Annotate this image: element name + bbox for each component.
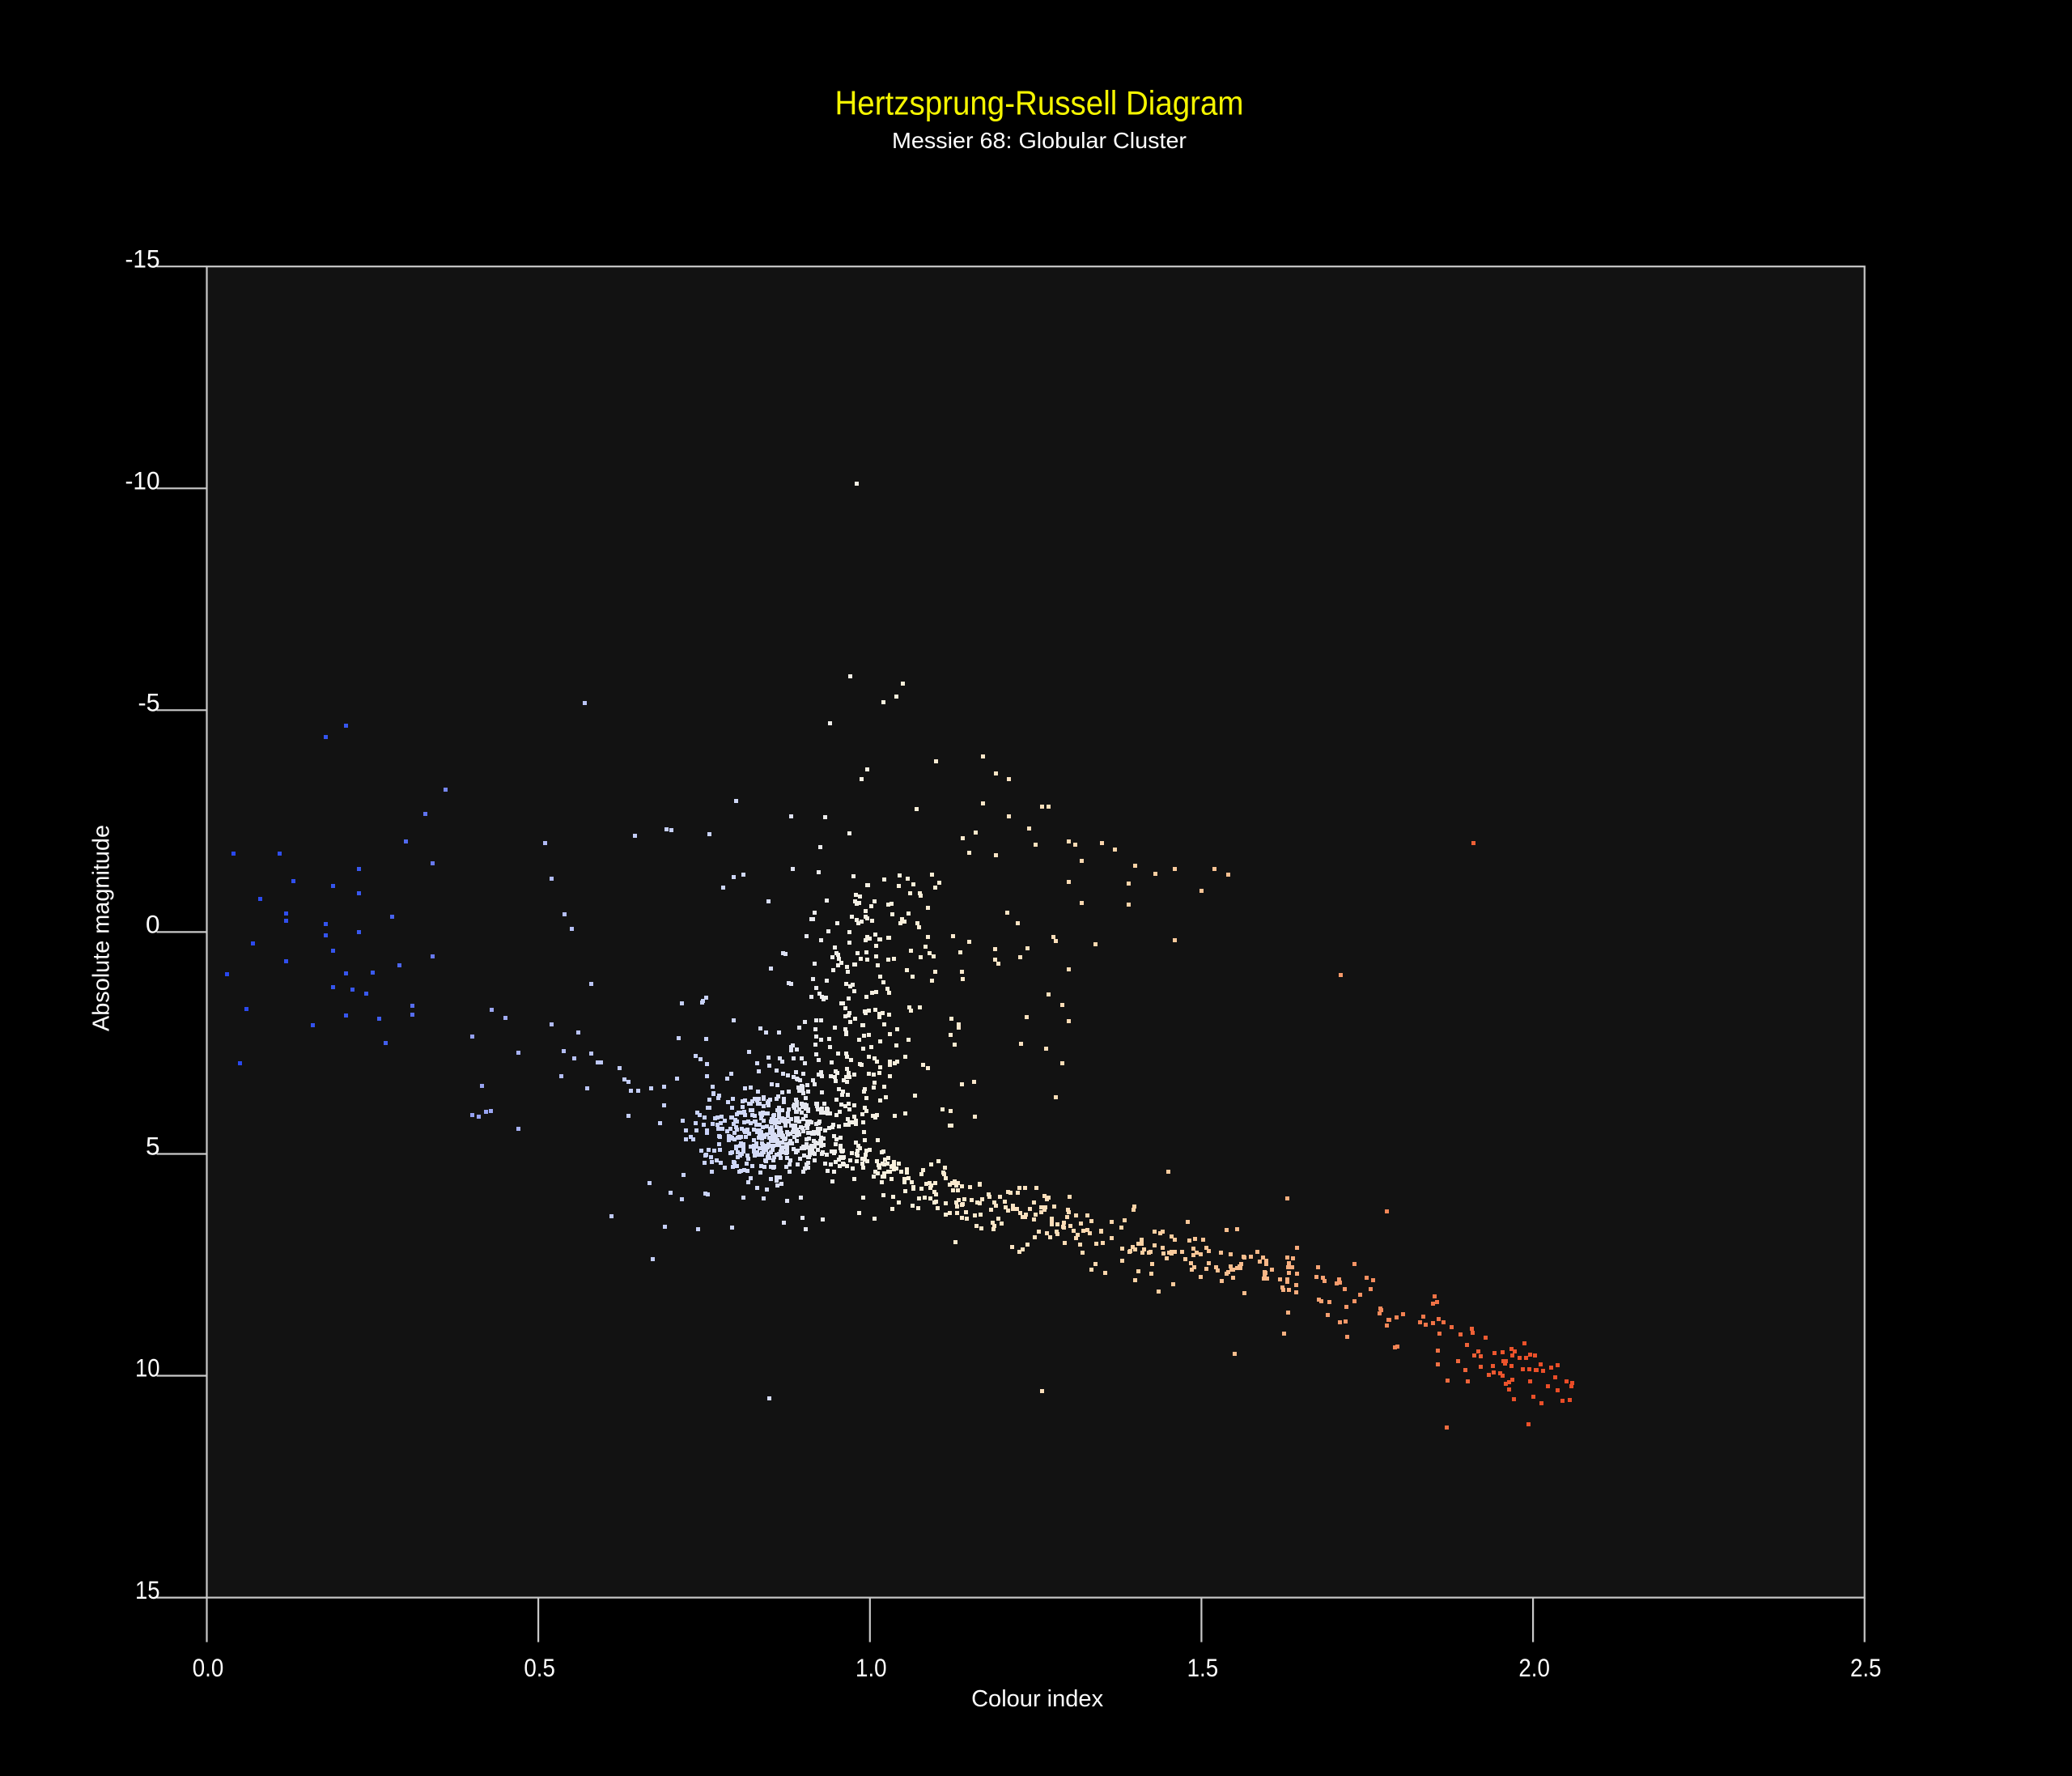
svg-text:-5: -5 <box>138 688 160 717</box>
svg-text:-10: -10 <box>125 466 160 495</box>
svg-text:0.5: 0.5 <box>524 1653 555 1682</box>
svg-text:0.0: 0.0 <box>193 1653 224 1682</box>
svg-text:2.5: 2.5 <box>1850 1653 1882 1682</box>
svg-text:Absolute magnitude: Absolute magnitude <box>89 825 115 1031</box>
svg-text:10: 10 <box>135 1353 160 1383</box>
svg-text:Hertzsprung-Russell Diagram: Hertzsprung-Russell Diagram <box>835 83 1244 121</box>
svg-text:2.0: 2.0 <box>1518 1653 1550 1682</box>
svg-text:Colour index: Colour index <box>971 1686 1103 1712</box>
svg-text:15: 15 <box>135 1575 160 1604</box>
svg-text:5: 5 <box>146 1132 160 1161</box>
svg-text:Messier 68: Globular Cluster: Messier 68: Globular Cluster <box>892 128 1187 153</box>
svg-text:1.0: 1.0 <box>856 1653 887 1682</box>
svg-text:-15: -15 <box>125 244 160 273</box>
svg-text:0: 0 <box>146 910 160 939</box>
svg-text:1.5: 1.5 <box>1187 1653 1219 1682</box>
